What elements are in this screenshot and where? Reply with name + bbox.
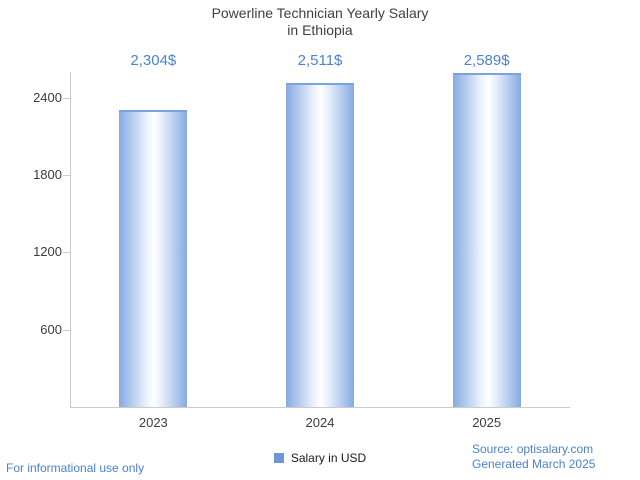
y-tick-label: 2400	[33, 89, 62, 105]
y-tick-label: 1200	[33, 244, 62, 260]
legend-swatch	[273, 453, 284, 463]
x-axis-line	[70, 407, 570, 408]
y-axis-line	[70, 72, 71, 407]
generated-text: Generated March 2025	[472, 457, 596, 471]
legend: Salary in USD	[0, 451, 640, 465]
y-tick-mark	[63, 175, 70, 177]
x-tick-label: 2025	[472, 415, 502, 430]
bar-value-label: 2,511$	[297, 52, 343, 69]
chart-title: Powerline Technician Yearly Salary in Et…	[0, 5, 640, 39]
chart-title-line1: Powerline Technician Yearly Salary	[211, 5, 429, 21]
source-block: Source: optisalary.com Generated March 2…	[472, 442, 595, 472]
legend-label: Salary in USD	[290, 451, 367, 465]
y-tick-label: 1800	[33, 167, 62, 183]
y-tick-mark	[63, 97, 70, 99]
bar-value-label: 2,304$	[130, 52, 177, 69]
x-tick-label: 2024	[305, 415, 335, 430]
plot-area: 600 1200 1800 2400 2,304$ 2023 2,511$ 2024 2,589…	[33, 52, 570, 430]
bar	[286, 83, 354, 407]
bar	[119, 110, 188, 407]
bar-value-label: 2,589$	[463, 52, 510, 69]
y-tick-mark	[63, 252, 70, 254]
y-tick-label: 600	[40, 321, 62, 337]
y-tick-mark	[63, 329, 70, 331]
chart-title-line2: in Ethiopia	[287, 22, 353, 38]
source-text: Source: optisalary.com	[472, 442, 594, 456]
disclaimer-text: For informational use only	[6, 461, 145, 475]
x-tick-label: 2023	[138, 415, 168, 430]
bar	[452, 73, 521, 407]
